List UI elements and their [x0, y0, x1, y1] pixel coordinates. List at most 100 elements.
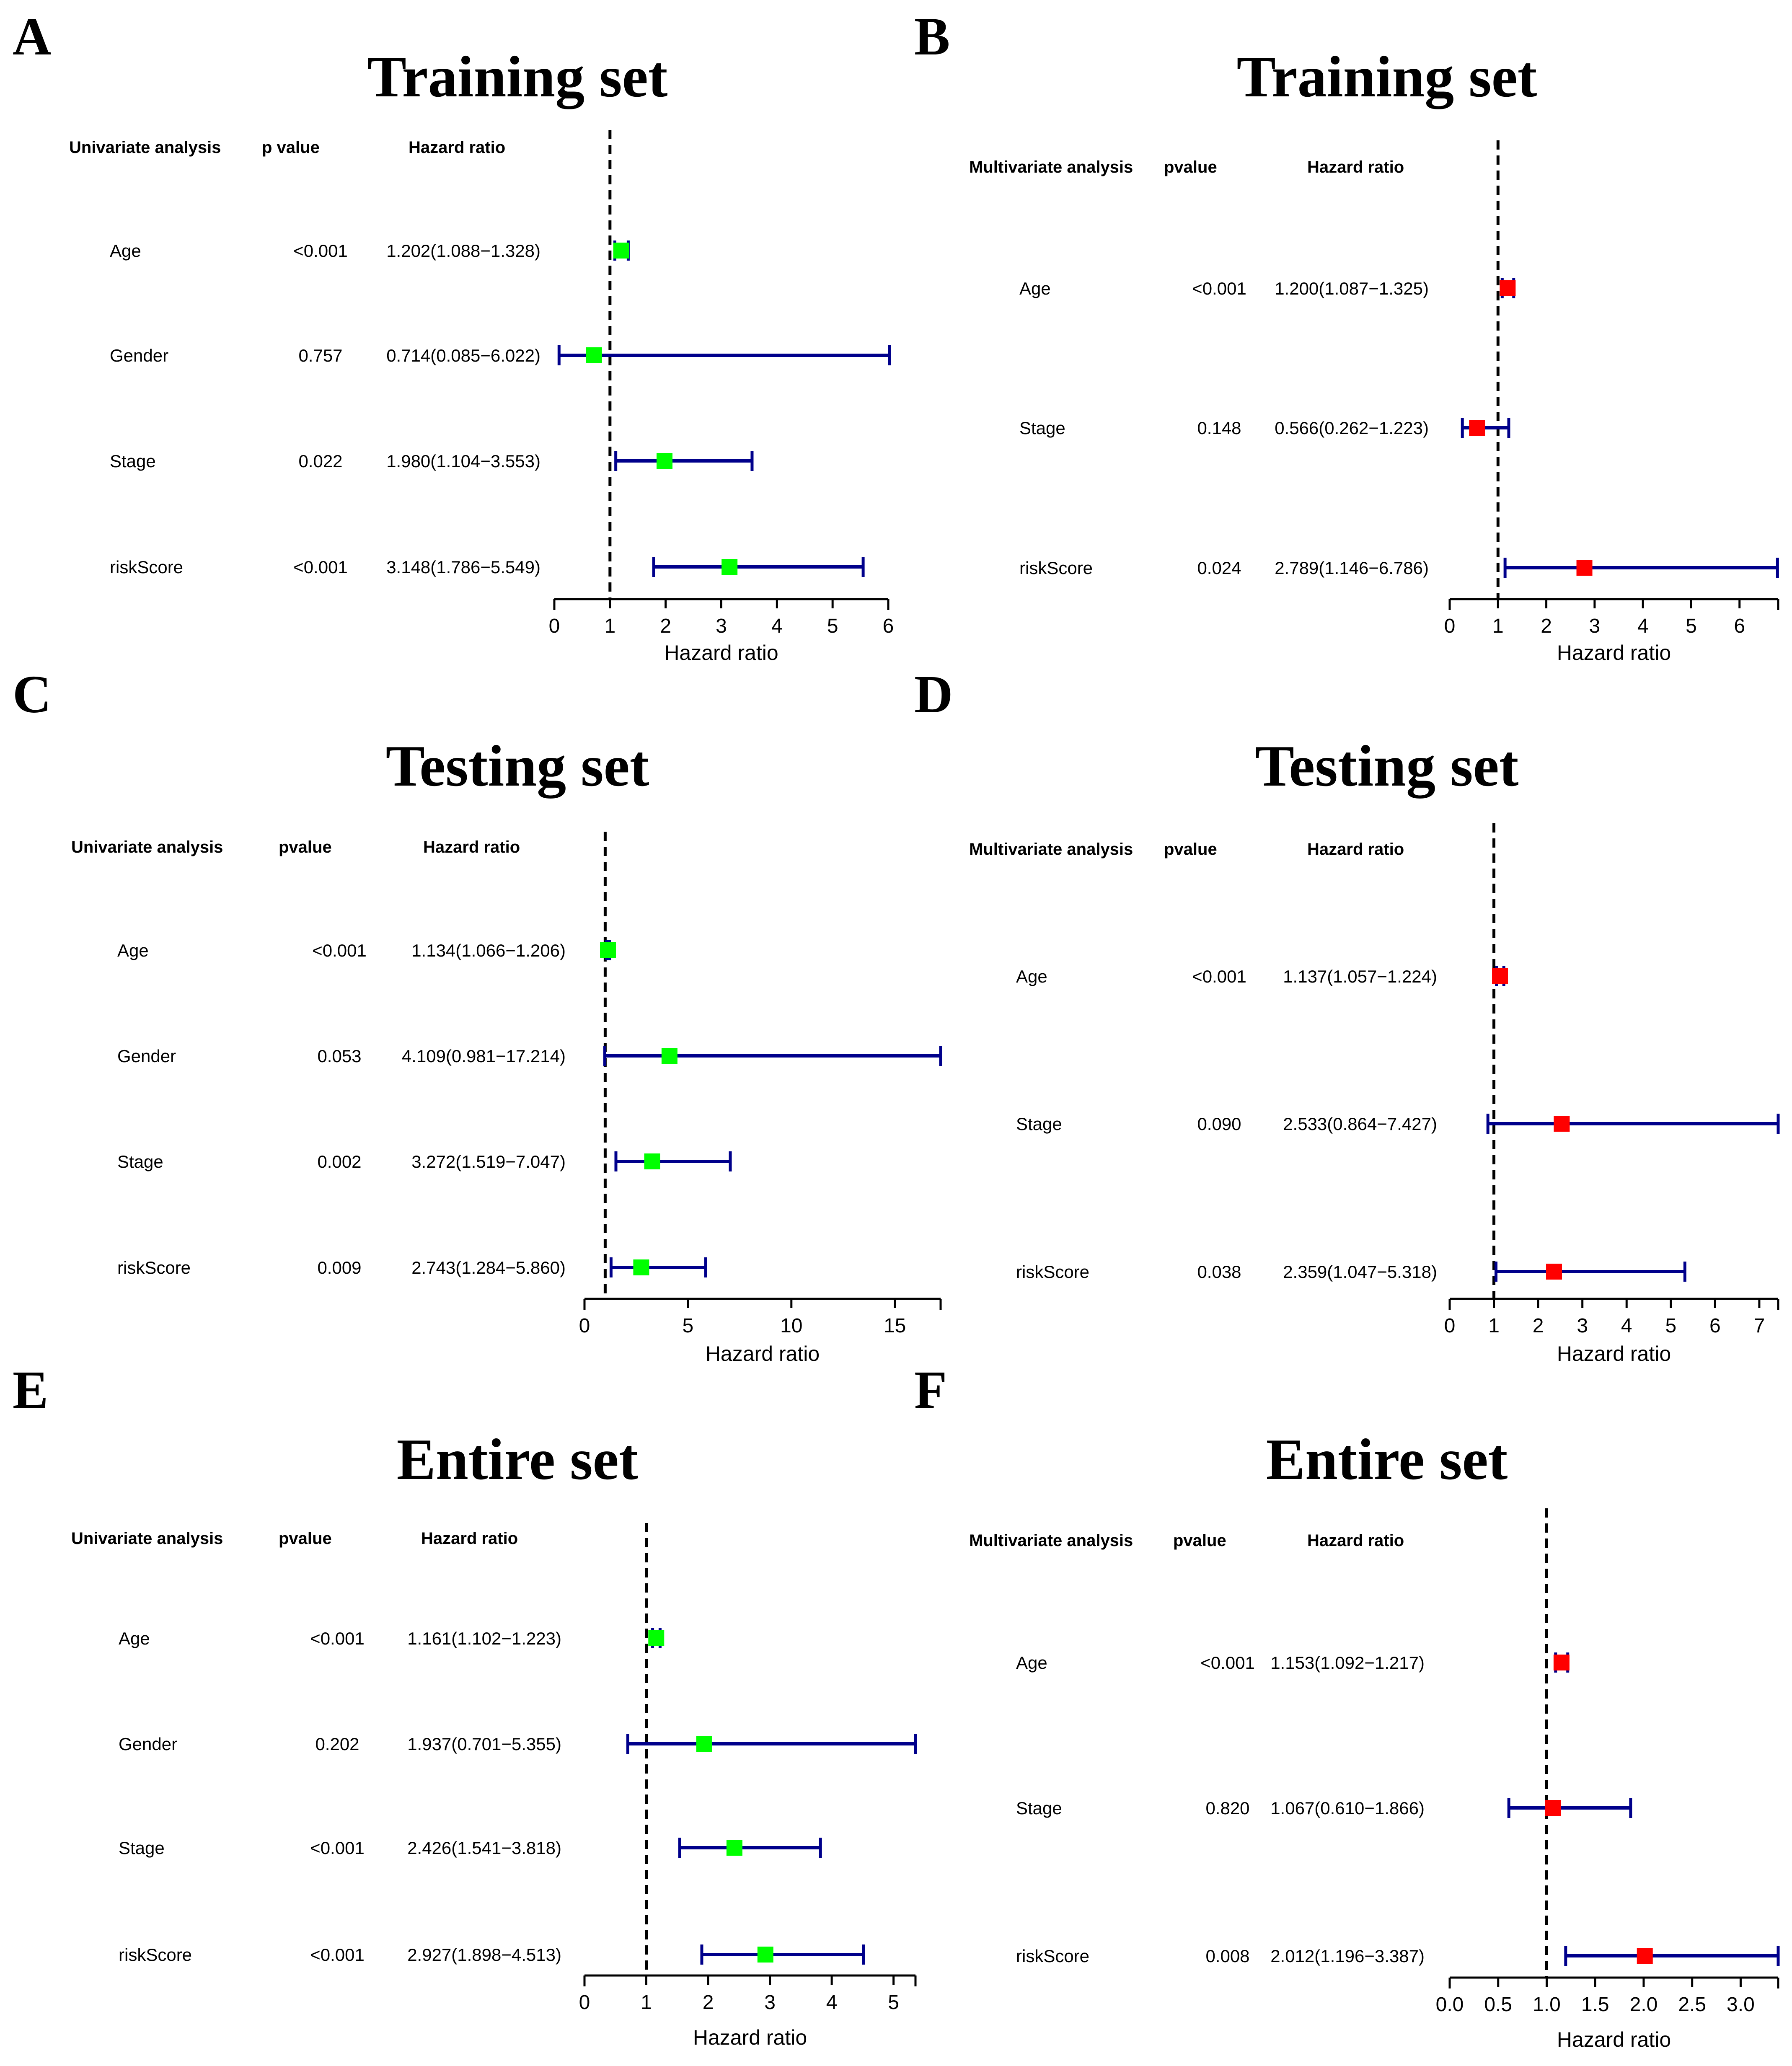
- pvalue-label: <0.001: [1200, 1653, 1255, 1673]
- hazard-ratio-column-header: Hazard ratio: [421, 1529, 518, 1548]
- variable-label: Stage: [1016, 1114, 1062, 1134]
- x-tick-label: 2: [1533, 1315, 1544, 1337]
- x-tick-label: 1: [1492, 615, 1504, 637]
- pvalue-label: 0.053: [317, 1046, 361, 1066]
- variable-label: Age: [1019, 279, 1051, 298]
- panel-title: Entire set: [1266, 1427, 1508, 1492]
- hazard-ratio-marker: [1545, 1800, 1561, 1816]
- forest-row: Gender 0.202 1.937(0.701−5.355): [119, 1734, 917, 1754]
- hazard-ratio-marker: [648, 1630, 665, 1646]
- x-tick-label: 0: [1444, 615, 1456, 637]
- hazard-ratio-label: 1.937(0.701−5.355): [407, 1734, 561, 1754]
- hazard-ratio-label: 1.153(1.092−1.217): [1270, 1653, 1425, 1673]
- pvalue-label: <0.001: [293, 241, 348, 261]
- variable-label: riskScore: [1019, 558, 1093, 578]
- hazard-ratio-column-header: Hazard ratio: [1307, 158, 1404, 176]
- variable-label: Age: [119, 1629, 150, 1648]
- pvalue-label: <0.001: [310, 1629, 365, 1648]
- forest-row: Age <0.001 1.202(1.088−1.328): [110, 240, 630, 261]
- hazard-ratio-label: 1.980(1.104−3.553): [386, 451, 540, 471]
- analysis-column-header: Univariate analysis: [71, 838, 223, 856]
- hazard-ratio-label: 2.426(1.541−3.818): [407, 1838, 561, 1858]
- x-tick-label: 6: [1709, 1315, 1721, 1337]
- hazard-ratio-label: 2.359(1.047−5.318): [1283, 1262, 1437, 1282]
- hazard-ratio-marker: [1637, 1948, 1653, 1964]
- x-tick-label: 5: [1686, 615, 1697, 637]
- panel-title: Training set: [1237, 44, 1537, 109]
- hazard-ratio-marker: [1500, 280, 1516, 296]
- hazard-ratio-label: 2.743(1.284−5.860): [411, 1258, 566, 1277]
- x-tick-label: 1.5: [1581, 1994, 1609, 2016]
- forest-row: riskScore <0.001 3.148(1.786−5.549): [110, 557, 865, 577]
- x-tick-label: 2: [703, 1991, 714, 2014]
- analysis-column-header: Univariate analysis: [71, 1529, 223, 1548]
- x-tick-label: 1.0: [1533, 1994, 1561, 2016]
- forest-row: Age <0.001 1.134(1.066−1.206): [117, 940, 616, 960]
- hazard-ratio-label: 1.200(1.087−1.325): [1275, 279, 1429, 298]
- forest-row: Stage 0.022 1.980(1.104−3.553): [110, 451, 754, 471]
- x-tick-label: 2: [1541, 615, 1552, 637]
- x-tick-label: 2.0: [1630, 1994, 1658, 2016]
- x-tick-label: 3: [764, 1991, 776, 2014]
- analysis-column-header: Multivariate analysis: [969, 840, 1133, 858]
- forest-row: Stage 0.820 1.067(0.610−1.866): [1016, 1798, 1632, 1818]
- pvalue-label: <0.001: [293, 557, 348, 577]
- variable-label: riskScore: [1016, 1262, 1089, 1282]
- pvalue-label: 0.008: [1205, 1946, 1249, 1966]
- x-axis-label: Hazard ratio: [664, 641, 778, 665]
- forest-panel-d: D Testing set Multivariate analysis pvalue H…: [914, 665, 1780, 1365]
- x-tick-label: 4: [1621, 1315, 1632, 1337]
- pvalue-label: 0.024: [1197, 558, 1241, 578]
- pvalue-column-header: pvalue: [279, 838, 332, 856]
- variable-label: Age: [110, 241, 141, 261]
- forest-panel-f: F Entire set Multivariate analysis pvalue Ha…: [914, 1360, 1780, 2051]
- forest-row: Gender 0.757 0.714(0.085−6.022): [110, 345, 891, 365]
- pvalue-label: 0.202: [315, 1734, 359, 1754]
- x-tick-label: 5: [683, 1315, 694, 1337]
- variable-label: Age: [1016, 967, 1047, 986]
- x-tick-label: 4: [826, 1991, 838, 2014]
- panel-letter-b: B: [914, 7, 950, 66]
- analysis-column-header: Multivariate analysis: [969, 1531, 1133, 1550]
- analysis-column-header: Univariate analysis: [69, 138, 221, 157]
- x-tick-label: 5: [888, 1991, 899, 2014]
- x-tick-label: 4: [771, 615, 783, 637]
- x-tick-label: 0: [1444, 1315, 1456, 1337]
- x-tick-label: 1: [604, 615, 615, 637]
- hazard-ratio-marker: [1469, 420, 1485, 436]
- hazard-ratio-marker: [757, 1947, 773, 1963]
- hazard-ratio-marker: [633, 1259, 649, 1275]
- variable-label: Gender: [119, 1734, 177, 1754]
- variable-label: Stage: [117, 1152, 163, 1171]
- x-tick-label: 3: [1589, 615, 1601, 637]
- forest-row: Age <0.001 1.200(1.087−1.325): [1019, 278, 1516, 298]
- forest-row: Age <0.001 1.161(1.102−1.223): [119, 1628, 665, 1648]
- forest-row: riskScore 0.008 2.012(1.196−3.387): [1016, 1946, 1780, 1966]
- forest-row: riskScore 0.024 2.789(1.146−6.786): [1019, 558, 1779, 578]
- forest-row: Age <0.001 1.153(1.092−1.217): [1016, 1652, 1570, 1673]
- forest-panel-b: B Training set Multivariate analysis pvalue…: [914, 7, 1779, 665]
- hazard-ratio-label: 0.714(0.085−6.022): [386, 346, 540, 365]
- x-tick-label: 0: [579, 1991, 590, 2014]
- hazard-ratio-label: 1.202(1.088−1.328): [386, 241, 540, 261]
- forest-panel-a: A Training set Univariate analysis p value H…: [13, 7, 894, 665]
- hazard-ratio-marker: [644, 1153, 660, 1169]
- hazard-ratio-marker: [1546, 1264, 1562, 1280]
- variable-label: Age: [1016, 1653, 1047, 1673]
- hazard-ratio-label: 2.533(0.864−7.427): [1283, 1114, 1437, 1134]
- x-tick-label: 5: [827, 615, 838, 637]
- hazard-ratio-label: 1.134(1.066−1.206): [411, 941, 566, 960]
- forest-row: Age <0.001 1.137(1.057−1.224): [1016, 966, 1508, 986]
- variable-label: Age: [117, 941, 149, 960]
- hazard-ratio-marker: [1576, 560, 1593, 576]
- forest-row: Stage 0.002 3.272(1.519−7.047): [117, 1151, 732, 1171]
- panel-title: Entire set: [397, 1427, 639, 1492]
- variable-label: riskScore: [119, 1945, 192, 1965]
- variable-label: Stage: [119, 1838, 165, 1858]
- analysis-column-header: Multivariate analysis: [969, 158, 1133, 176]
- pvalue-label: 0.002: [317, 1152, 361, 1171]
- x-tick-label: 0: [579, 1315, 590, 1337]
- pvalue-label: <0.001: [310, 1945, 365, 1965]
- variable-label: Gender: [110, 346, 168, 365]
